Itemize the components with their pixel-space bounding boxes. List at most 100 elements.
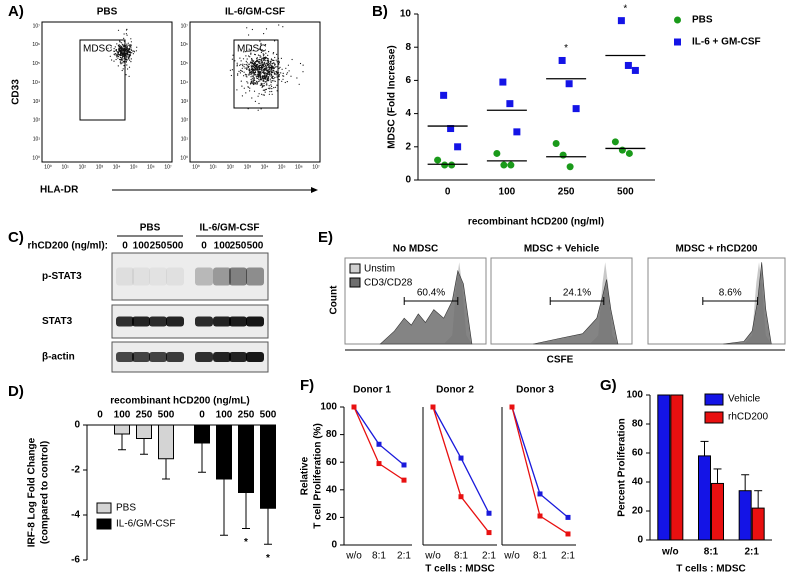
flow-dot [267,76,269,78]
flow-dot [251,80,253,82]
flow-dot [260,69,262,71]
flow-dot [120,56,122,59]
flow-dot [257,80,259,82]
y-tick-label: 10⁵ [180,61,188,67]
lane-label: 0 [201,241,207,252]
flow-dot [269,91,271,93]
flow-dot [264,76,266,78]
marker [618,146,626,154]
flow-dot [120,58,122,61]
marker [458,455,464,461]
flow-dot [245,92,247,94]
flow-dot [256,77,259,79]
flow-dot [256,77,258,79]
flow-dot [263,75,265,77]
flow-dot [251,70,253,72]
flow-dot [263,85,265,87]
flow-dot [268,66,270,68]
flow-dot [269,68,271,70]
flow-dot [267,72,269,75]
flow-dot [263,82,265,85]
flow-dot [296,77,298,79]
flow-dot [123,37,125,40]
flow-dot [270,63,272,65]
flow-dot [280,57,282,60]
flow-dot [132,50,134,52]
x-tick-label: 10³ [96,164,104,170]
flow-dot [129,45,131,47]
flow-dot [258,74,260,76]
band [195,352,213,362]
y-tick-label: -6 [71,555,80,566]
flow-dot [124,48,126,50]
y-axis-label: Relative [300,456,311,495]
flow-dot [130,61,132,63]
flow-dot [231,58,233,60]
flow-dot [270,62,272,64]
legend-marker [674,38,681,46]
x-tick-label: 500 [617,187,634,198]
flow-dot [130,46,132,48]
flow-dot [123,40,125,42]
flow-dot [241,67,243,69]
gate-label: 24.1% [563,288,591,299]
flow-dot [277,57,279,60]
flow-dot [262,66,264,68]
flow-dot [259,77,262,79]
flow-dot [127,42,129,44]
flow-dot [272,66,274,68]
marker [513,128,521,136]
flow-dot [110,47,112,49]
marker [611,138,619,146]
flow-dot [260,82,262,84]
flow-dot [272,53,274,55]
flow-dot [125,57,127,59]
flow-dot [278,74,281,76]
flow-dot [260,108,262,110]
flow-dot [270,84,272,86]
flow-dot [246,27,248,29]
flow-dot [243,71,245,73]
flow-dot [271,68,273,70]
flow-dot [261,76,263,78]
flow-dot [261,57,263,60]
y-tick-label: 2 [405,141,411,152]
flow-dot [248,65,250,67]
flow-dot [123,51,125,53]
flow-dot [135,50,137,52]
x-tick-label: 10⁴ [113,164,121,170]
gate [233,39,279,109]
flow-dot [120,48,122,50]
flow-dot [268,60,270,62]
flow-dot [255,71,257,74]
flow-dot [240,60,242,62]
flow-dot [124,54,126,56]
x-tick-label: 500 [260,410,277,421]
y-tick-label: 10⁴ [32,80,40,86]
flow-dot [251,59,253,61]
flow-dot [128,48,131,50]
flow-dot [126,43,128,45]
bar [657,394,671,541]
flow-dot [255,69,257,71]
flow-dot [246,62,248,64]
x-tick-label: 10¹ [210,164,218,170]
lane-label: 250 [150,241,167,252]
band [132,316,150,327]
x-tick-label: 10⁰ [192,164,200,170]
band [246,352,264,362]
flow-dot [262,57,264,59]
flow-dot [251,65,254,67]
marker [500,161,508,169]
arrow-head [311,187,318,193]
flow-dot [260,76,262,78]
flow-dot [274,86,277,88]
flow-dot [241,70,243,72]
flow-dot [248,70,250,72]
flow-dot [260,42,262,45]
flow-dot [127,54,129,56]
flow-dot [249,71,251,73]
marker [625,149,633,157]
flow-dot [262,50,264,52]
flow-dot [239,57,241,59]
